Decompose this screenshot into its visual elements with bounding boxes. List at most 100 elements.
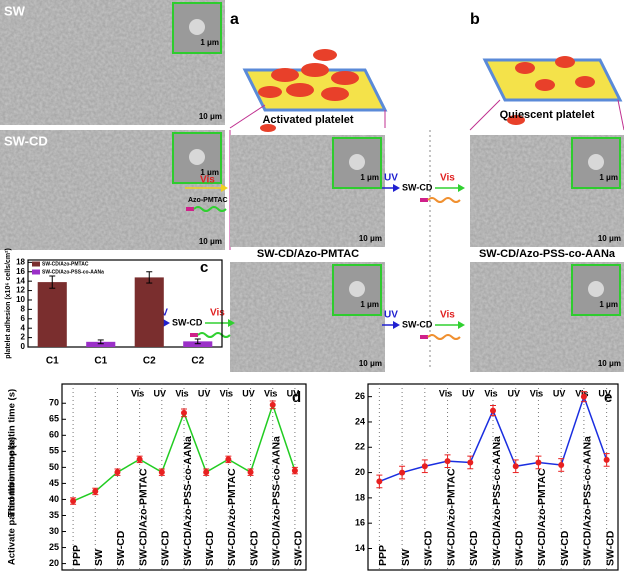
figure: 1 μm 10 μm SW 1 μm 10 μm SW-CD 1 μm 10 μm 1 μm 10… [0, 0, 624, 575]
x-tick-label: C2 [143, 356, 156, 367]
y-tick-label: 24 [355, 416, 365, 426]
data-point [292, 468, 298, 474]
x-tick-label: SW-CD/Azo-PMTAC [137, 468, 149, 566]
scale-bar: 10 μm [199, 237, 222, 246]
data-point [225, 456, 231, 462]
x-tick-label: SW-CD [248, 530, 260, 566]
y-tick-label: 16 [355, 518, 365, 528]
inset-platelet [349, 281, 365, 297]
annotation: UV [598, 388, 611, 398]
data-point [399, 470, 405, 476]
y-tick-label: 6 [21, 314, 26, 323]
uv-label: UV [384, 173, 398, 184]
x-tick-label: SW-CD [423, 530, 435, 566]
annotation: Vis [439, 388, 452, 398]
arrow-head [163, 319, 170, 327]
inset-scale: 1 μm [360, 300, 379, 309]
y-tick-label: 14 [16, 276, 25, 285]
y-tick-label: 20 [355, 467, 365, 477]
inset-scale: 1 μm [599, 300, 618, 309]
x-tick-label: SW-CD/Azo-PSS-co-AANa [582, 436, 594, 566]
annotation: Vis [175, 388, 188, 398]
panel-label: c [200, 259, 208, 276]
data-point [490, 408, 496, 414]
annotation: UV [154, 388, 167, 398]
annotation: Vis [264, 388, 277, 398]
x-tick-label: SW-CD/Azo-PMTAC [536, 468, 548, 566]
y-tick-label: 55 [49, 446, 59, 456]
data-point [181, 410, 187, 416]
y-tick-label: 4 [21, 323, 26, 332]
data-point [159, 469, 165, 475]
inset-scale: 1 μm [360, 173, 379, 182]
y-tick-label: 16 [16, 267, 25, 276]
image-label: SW [4, 3, 26, 18]
x-tick-label: SW-CD [514, 530, 526, 566]
x-tick-label: SW-CD [293, 530, 305, 566]
x-tick-label: PPP [377, 545, 389, 566]
legend-label: SW-CD/Azo-PSS-co-AANa [42, 269, 104, 275]
annotation: Vis [530, 388, 543, 398]
data-point [604, 457, 610, 463]
y-tick-label: 60 [49, 430, 59, 440]
x-tick-label: SW-CD [204, 530, 216, 566]
y-tick-label: 70 [49, 398, 59, 408]
x-tick-label: C2 [191, 356, 204, 367]
data-point [535, 459, 541, 465]
data-point [114, 469, 120, 475]
x-tick-label: SW-CD [559, 530, 571, 566]
data-point [203, 469, 209, 475]
arrow-head [393, 184, 400, 192]
y-tick-label: 30 [49, 526, 59, 536]
y-tick-label: 20 [49, 558, 59, 568]
x-tick-label: PPP [71, 545, 83, 566]
arrow-head [458, 184, 465, 192]
panel-label: a [230, 11, 239, 28]
y-axis-label: platelet adhesion (x10⁶ cells/cm²) [5, 248, 12, 359]
data-point [445, 458, 451, 464]
data-point [137, 456, 143, 462]
x-tick-label: SW-CD [468, 530, 480, 566]
legend-swatch [32, 270, 40, 275]
annotation: Vis [484, 388, 497, 398]
x-tick-label: SW [400, 549, 412, 566]
y-tick-label: 2 [21, 333, 26, 342]
annotation: UV [462, 388, 475, 398]
caption: SW-CD/Azo-PSS-co-AANa [479, 248, 616, 260]
x-tick-label: C1 [46, 356, 59, 367]
inset-platelet [588, 154, 604, 170]
cap [420, 198, 428, 202]
annotation: Vis [131, 388, 144, 398]
data-point [558, 462, 564, 468]
scale-bar: 10 μm [598, 234, 621, 243]
polymer-chain [198, 333, 230, 337]
x-tick-label: SW-CD [115, 530, 127, 566]
x-tick-label: SW-CD [160, 530, 172, 566]
inset-platelet [189, 19, 205, 35]
arrow-head [458, 321, 465, 329]
data-point [513, 463, 519, 469]
inset-scale: 1 μm [200, 38, 219, 47]
carrier-label: SW-CD [172, 317, 203, 327]
y-tick-label: 22 [355, 442, 365, 452]
image-label: SW-CD [4, 133, 48, 148]
legend-swatch [32, 262, 40, 267]
scale-bar: 10 μm [359, 234, 382, 243]
caption: SW-CD/Azo-PMTAC [257, 248, 359, 260]
y-tick-label: 40 [49, 494, 59, 504]
y-tick-label: 14 [355, 543, 365, 553]
polymer-chain [428, 335, 460, 339]
y-tick-label: 18 [355, 492, 365, 502]
y-tick-label: 65 [49, 414, 59, 424]
carrier-label: SW-CD [402, 319, 433, 329]
vis-label: Vis [440, 310, 455, 321]
carrier-label: SW-CD [402, 182, 433, 192]
annotation: Vis [220, 388, 233, 398]
annotation: UV [507, 388, 520, 398]
x-tick-label: SW-CD/Azo-PMTAC [445, 468, 457, 566]
data-point [467, 459, 473, 465]
data-point [376, 478, 382, 484]
polymer-chain [428, 198, 460, 202]
x-tick-label: SW [93, 549, 105, 566]
scale-bar: 10 μm [359, 359, 382, 368]
